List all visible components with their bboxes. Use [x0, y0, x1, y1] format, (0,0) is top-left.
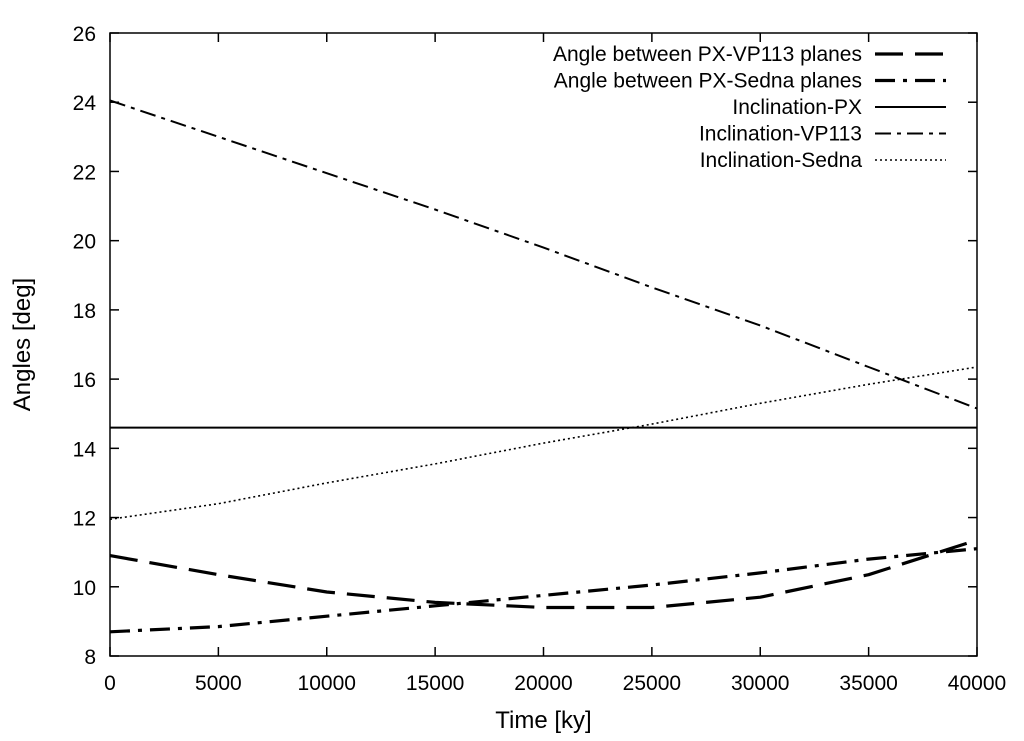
y-tick-label: 18 — [73, 300, 96, 323]
x-tick-label: 10000 — [298, 672, 356, 695]
legend-label: Inclination-VP113 — [699, 123, 862, 146]
y-tick-label: 12 — [73, 508, 96, 531]
legend-label: Inclination-PX — [732, 96, 862, 119]
ticks-layer: 0 5000 10000 15000 20000 25000 30000 35000 40000… — [73, 23, 1007, 695]
y-tick-label: 14 — [73, 438, 97, 461]
y-tick-label: 16 — [73, 369, 96, 392]
y-tick-label: 24 — [73, 92, 97, 115]
x-tick-label: 25000 — [623, 672, 681, 695]
y-axis-label: Angles [deg] — [9, 278, 36, 411]
series-line-4 — [109, 99, 978, 410]
series-line-2 — [109, 547, 978, 634]
x-tick-label: 40000 — [948, 672, 1006, 695]
y-tick-label: 8 — [84, 646, 96, 669]
x-tick-label: 20000 — [514, 672, 572, 695]
y-tick-label: 10 — [73, 577, 96, 600]
legend-label: Angle between PX-Sedna planes — [554, 70, 862, 93]
y-tick-label: 22 — [73, 161, 96, 184]
x-tick-label: 35000 — [839, 672, 897, 695]
legend-label: Inclination-Sedna — [700, 149, 863, 172]
legend-label: Angle between PX-VP113 planes — [553, 43, 862, 66]
legend: Angle between PX-VP113 planes Angle betwe… — [553, 43, 946, 172]
y-tick-label: 20 — [73, 231, 96, 254]
x-tick-label: 15000 — [406, 672, 464, 695]
x-tick-label: 5000 — [195, 672, 242, 695]
x-axis-label: Time [ky] — [495, 707, 591, 734]
x-tick-label: 30000 — [731, 672, 789, 695]
series-line-1 — [109, 538, 978, 610]
y-tick-label: 26 — [73, 23, 96, 46]
x-tick-label: 0 — [104, 672, 116, 695]
series-layer — [109, 99, 978, 634]
series-line-5 — [109, 366, 978, 521]
